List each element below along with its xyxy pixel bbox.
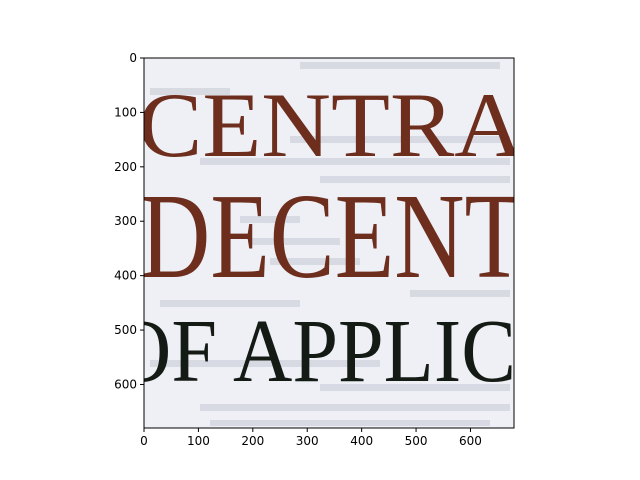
y-tick-label: 0: [129, 51, 137, 65]
y-tick-label: 300: [114, 214, 137, 228]
x-tick-label: 0: [140, 434, 148, 448]
y-tick-label: 400: [114, 269, 137, 283]
large-word-centra: CENTRA: [138, 74, 524, 176]
x-tick-label: 500: [405, 434, 428, 448]
ghost-line: [160, 300, 300, 307]
y-tick-label: 100: [114, 105, 137, 119]
ghost-line: [270, 258, 360, 265]
ghost-line: [200, 158, 510, 165]
axes-frame: [143, 57, 515, 429]
ghost-text-lines: [150, 62, 510, 426]
y-tick-label: 500: [114, 323, 137, 337]
large-word-decent: DECENT: [140, 169, 524, 304]
ghost-line: [240, 216, 300, 223]
x-tick-label: 100: [187, 434, 210, 448]
ghost-line: [410, 290, 510, 297]
x-axis: 0 100 200 300 400 500 600: [140, 428, 482, 448]
ghost-line: [250, 238, 340, 245]
x-tick-label: 600: [459, 434, 482, 448]
large-word-of-applic: OF APPLIC: [112, 302, 516, 401]
y-tick-label: 200: [114, 160, 137, 174]
ghost-line: [320, 176, 510, 183]
ghost-line: [290, 136, 510, 143]
ghost-line: [150, 88, 230, 95]
x-tick-label: 300: [296, 434, 319, 448]
y-axis: 0 100 200 300 400 500 600: [114, 51, 144, 391]
image-panel: CENTRA DECENT OF APPLIC: [112, 58, 524, 428]
x-tick-label: 400: [350, 434, 373, 448]
ghost-line: [320, 384, 510, 391]
ghost-line: [200, 404, 510, 411]
x-tick-label: 200: [241, 434, 264, 448]
ghost-line: [210, 420, 490, 426]
y-tick-label: 600: [114, 377, 137, 391]
ghost-line: [300, 62, 500, 69]
ghost-line: [150, 360, 380, 367]
